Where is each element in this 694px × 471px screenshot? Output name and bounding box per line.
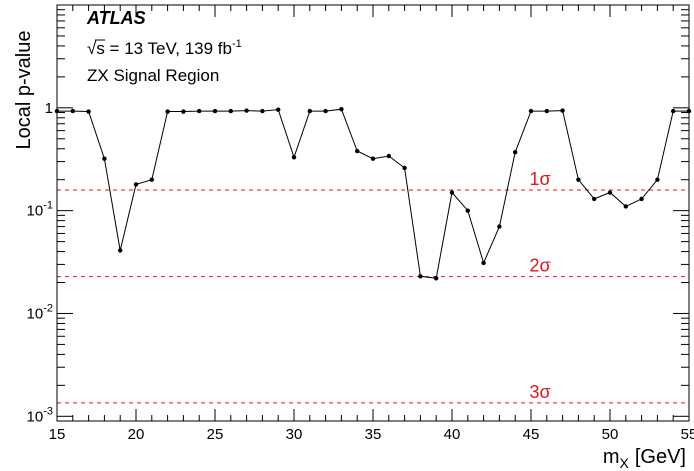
data-point: [528, 108, 534, 114]
x-tick-label: 30: [286, 426, 303, 443]
data-point: [86, 109, 91, 114]
data-point: [655, 177, 660, 182]
y-axis-title: Local p-value: [13, 31, 35, 150]
sigma-label-2: 2σ: [529, 256, 550, 276]
data-point: [260, 108, 265, 114]
x-axis-title: mX [GeV]: [603, 446, 686, 471]
data-point: [497, 224, 502, 229]
data-point: [323, 108, 328, 114]
experiment-info: ATLAS √s = 13 TeV, 139 fb-1 ZX Signal Re…: [86, 8, 242, 85]
data-point: [418, 274, 423, 279]
data-point: [434, 276, 439, 281]
data-point: [671, 108, 676, 114]
sigma-label-3: 3σ: [529, 382, 550, 402]
p-value-series: [54, 106, 692, 281]
x-tick-label: 55: [681, 426, 694, 443]
data-point: [197, 108, 202, 114]
data-point: [449, 190, 455, 195]
data-point: [544, 108, 549, 114]
x-tick-label: 50: [602, 426, 619, 443]
data-point: [481, 260, 486, 266]
data-point: [276, 107, 281, 112]
data-point: [212, 108, 218, 114]
data-point: [244, 108, 249, 113]
series-line: [57, 108, 689, 279]
data-point: [307, 108, 312, 114]
y-tick-label: 1: [45, 100, 53, 117]
data-point: [291, 155, 297, 160]
data-point: [465, 208, 470, 213]
region-label: ZX Signal Region: [87, 66, 219, 85]
data-point: [149, 177, 154, 182]
data-point: [355, 148, 360, 154]
data-point: [592, 196, 597, 202]
data-point: [165, 109, 170, 114]
data-point: [402, 165, 407, 171]
data-point: [623, 204, 628, 209]
y-tick-label: 10-3: [27, 405, 53, 425]
data-point: [70, 108, 76, 114]
data-point: [102, 156, 107, 161]
data-point: [560, 108, 565, 113]
data-point: [181, 109, 186, 114]
x-tick-label: 45: [523, 426, 540, 443]
y-tick-label: 10-2: [27, 302, 53, 322]
x-tick-label: 20: [128, 426, 145, 443]
significance-lines: 1σ 2σ 3σ: [57, 169, 689, 404]
axis-ticks: 15 20 25 30 35 40 45 50 55 10-3 10-2 10-1 1: [27, 5, 694, 443]
sigma-label-1: 1σ: [529, 169, 550, 189]
data-point: [513, 150, 518, 155]
data-point: [607, 190, 613, 195]
x-tick-label: 40: [444, 426, 461, 443]
data-point: [133, 182, 139, 187]
data-point: [639, 196, 644, 202]
data-point: [386, 153, 391, 159]
x-tick-label: 35: [365, 426, 382, 443]
x-tick-label: 15: [49, 426, 66, 443]
data-point: [339, 106, 344, 112]
data-point: [576, 177, 581, 182]
energy-lumi-label: √s = 13 TeV, 139 fb-1: [87, 38, 242, 58]
data-point: [118, 248, 123, 253]
x-tick-label: 25: [207, 426, 224, 443]
experiment-label: ATLAS: [86, 8, 146, 28]
data-point: [228, 108, 233, 114]
data-point: [370, 156, 376, 161]
y-tick-label: 10-1: [27, 200, 53, 220]
